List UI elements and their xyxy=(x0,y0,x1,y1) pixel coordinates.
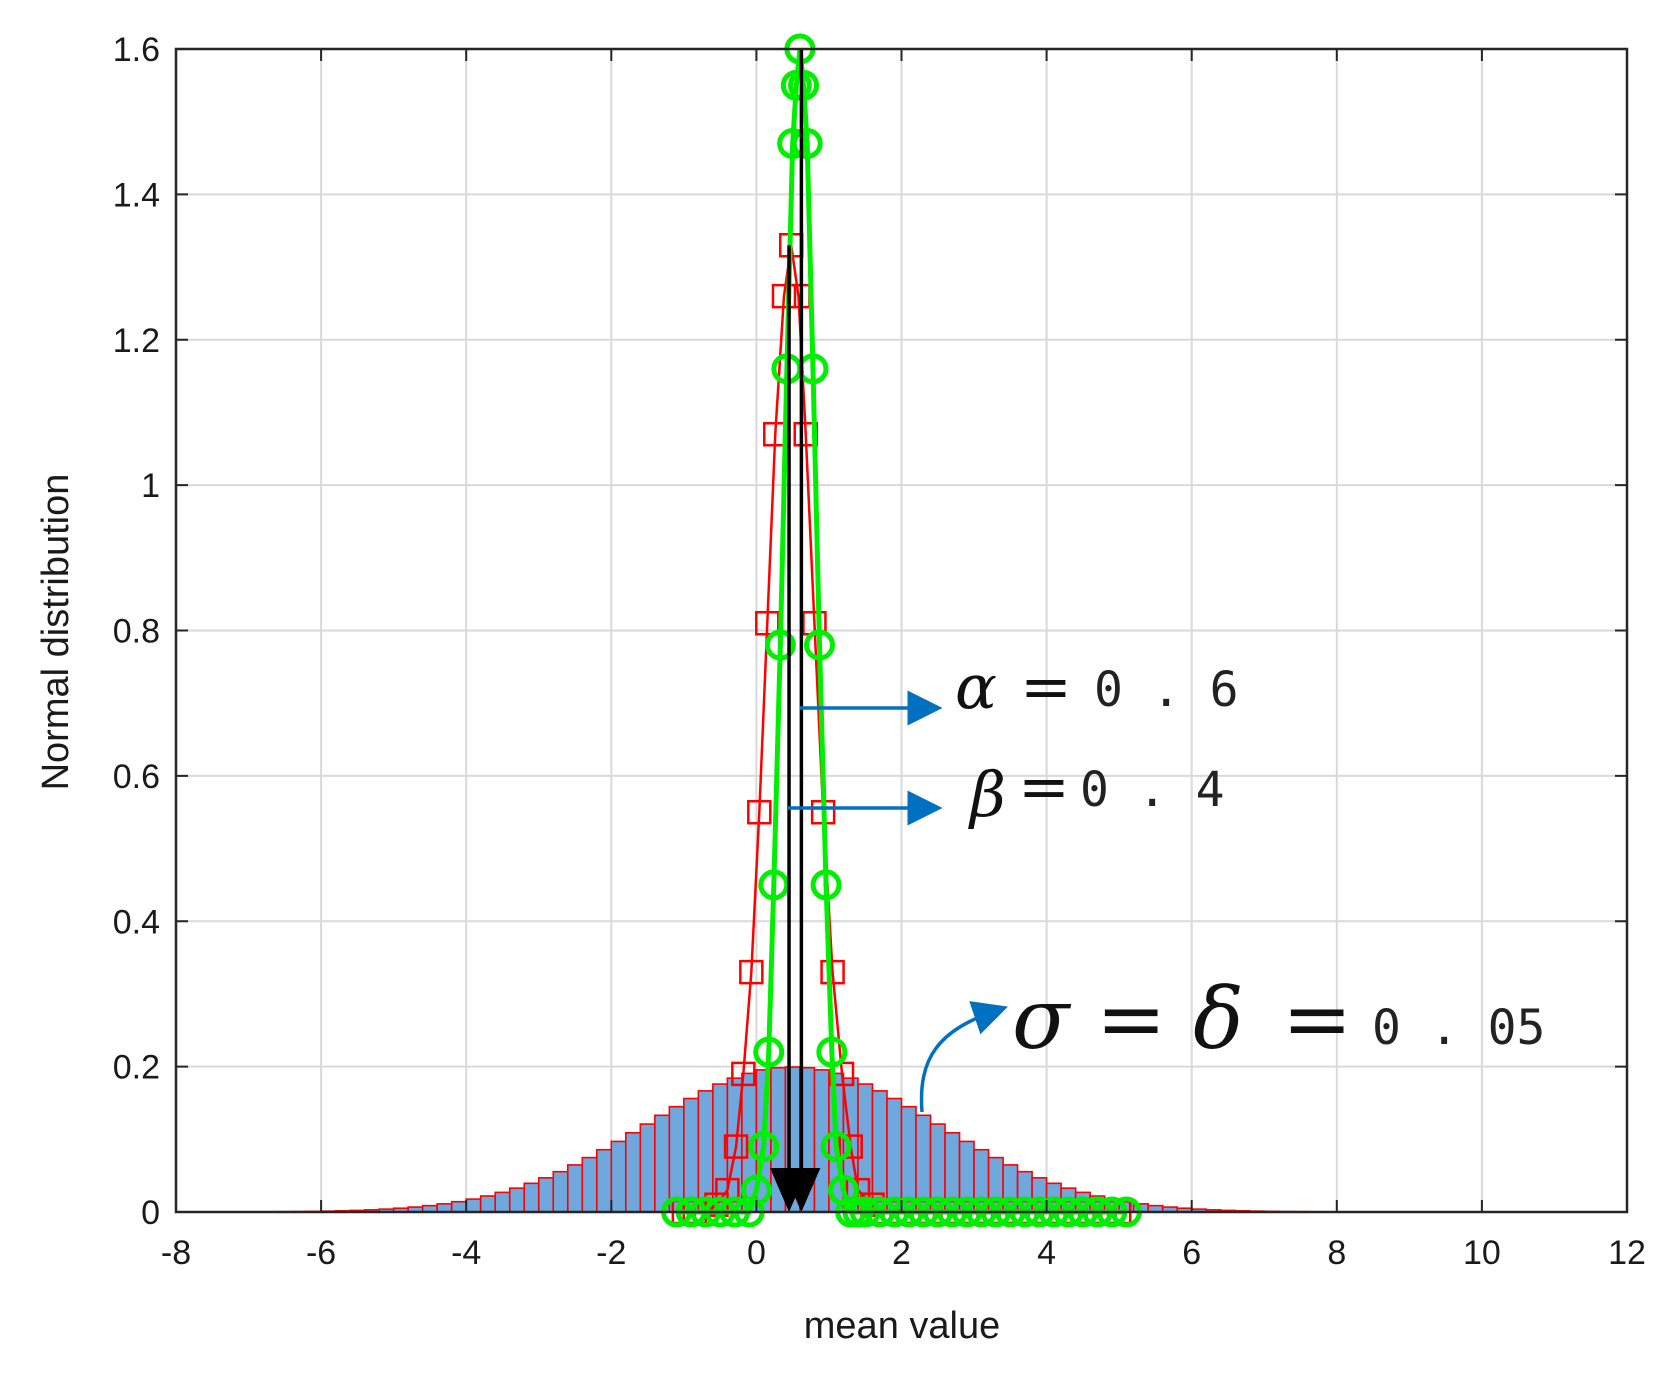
x-tick-label: -4 xyxy=(451,1234,481,1272)
y-tick-label: 0 xyxy=(141,1194,160,1232)
y-tick-label: 1.6 xyxy=(113,31,160,69)
histogram-bar xyxy=(597,1150,612,1212)
histogram-bar xyxy=(568,1165,583,1212)
histogram-bar xyxy=(539,1178,554,1212)
x-tick-label: 6 xyxy=(1182,1234,1201,1272)
histogram-bar xyxy=(902,1107,917,1212)
histogram-bar xyxy=(684,1099,699,1212)
histogram-bar xyxy=(510,1188,525,1212)
beta-value: 0 . 4 xyxy=(1080,762,1225,818)
y-axis-label: Normal distribution xyxy=(35,474,77,791)
beta-equals: = xyxy=(1018,750,1070,823)
alpha-symbol: α xyxy=(955,650,997,723)
histogram-bar xyxy=(626,1133,641,1212)
histogram-bar xyxy=(452,1202,467,1212)
alpha-value: 0 . 6 xyxy=(1094,662,1239,718)
histogram-bar xyxy=(655,1115,670,1212)
histogram-bar xyxy=(481,1196,496,1212)
x-tick-label: -2 xyxy=(596,1234,626,1272)
x-tick-label: -8 xyxy=(161,1234,191,1272)
beta-symbol: β xyxy=(968,758,1006,831)
y-tick-label: 1.4 xyxy=(113,176,160,214)
sigma-delta-equals: = xyxy=(1282,970,1352,1068)
histogram-bar xyxy=(611,1141,626,1212)
histogram-bar xyxy=(466,1199,481,1212)
y-tick-label: 1.2 xyxy=(113,322,160,360)
histogram-bar xyxy=(887,1099,902,1212)
sigma-delta-symbol: σ = δ xyxy=(1012,970,1244,1068)
y-tick-label: 0.6 xyxy=(113,758,160,796)
x-tick-label: 8 xyxy=(1327,1234,1346,1272)
x-tick-label: -6 xyxy=(306,1234,336,1272)
histogram-bar xyxy=(582,1158,597,1212)
x-tick-label: 0 xyxy=(747,1234,766,1272)
x-axis-label: mean value xyxy=(804,1305,1000,1347)
sigma-delta-value: 0 . 05 xyxy=(1372,1000,1545,1056)
y-tick-label: 0.8 xyxy=(113,613,160,651)
y-tick-label: 1 xyxy=(141,467,160,505)
y-tick-label: 0.4 xyxy=(113,903,160,941)
histogram-bar xyxy=(640,1124,655,1212)
alpha-equals: = xyxy=(1020,650,1072,723)
x-tick-label: 10 xyxy=(1463,1234,1501,1272)
histogram-bar xyxy=(553,1172,568,1212)
histogram-bar xyxy=(495,1192,510,1212)
x-tick-label: 4 xyxy=(1037,1234,1056,1272)
x-tick-label: 12 xyxy=(1608,1234,1646,1272)
y-tick-label: 0.2 xyxy=(113,1049,160,1087)
histogram-bar xyxy=(524,1183,539,1212)
histogram-bar xyxy=(669,1107,684,1212)
x-tick-label: 2 xyxy=(892,1234,911,1272)
